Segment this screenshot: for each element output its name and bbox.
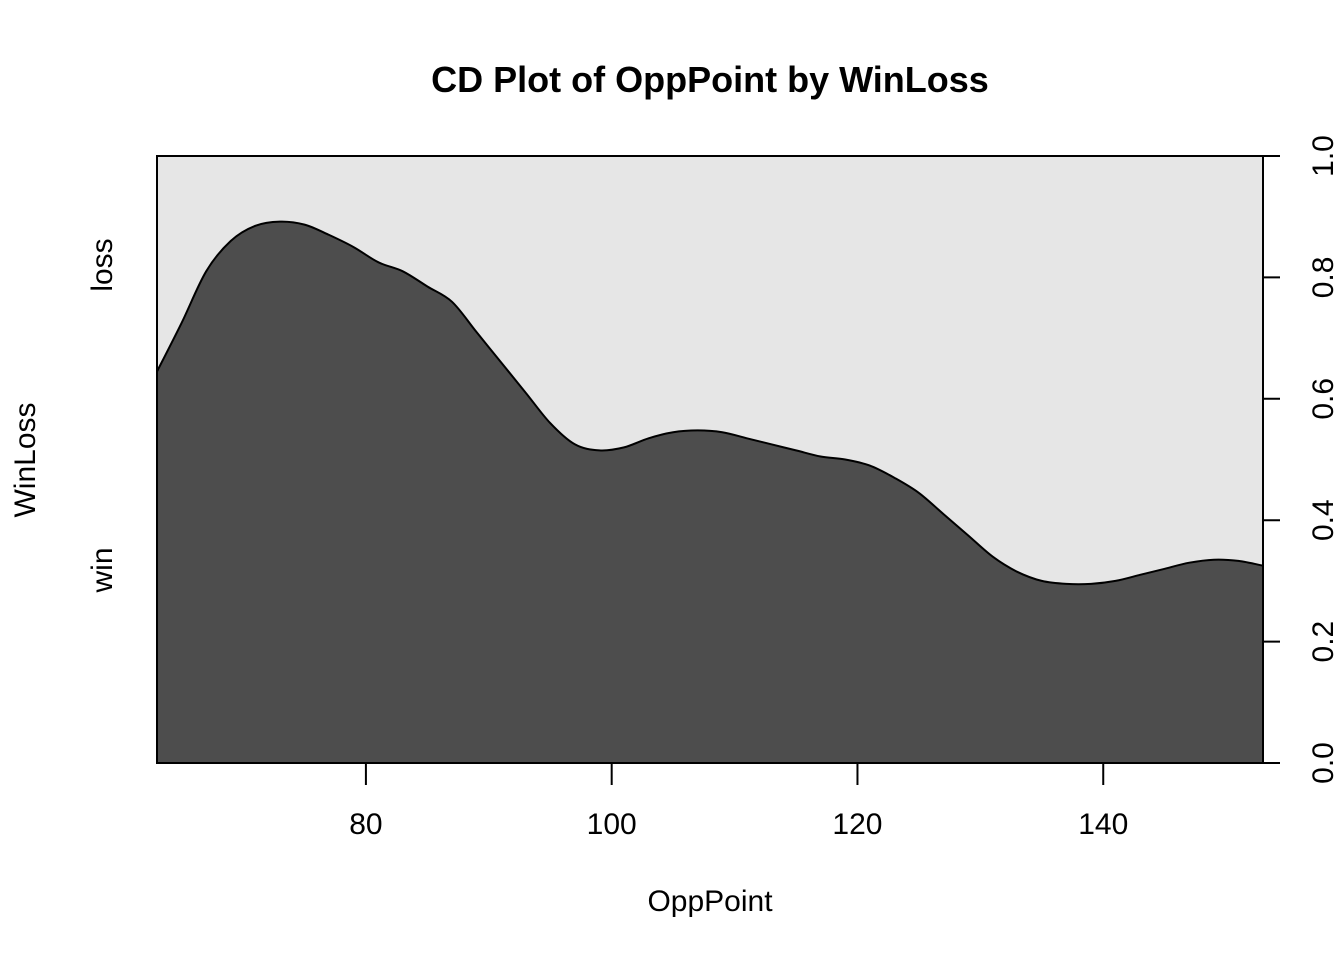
right-tick-label: 0.4	[1307, 499, 1340, 541]
right-tick-label: 0.6	[1307, 378, 1340, 420]
x-tick-label: 80	[349, 808, 382, 841]
right-tick-label: 0.0	[1307, 742, 1340, 784]
density-boundary-line	[156, 220, 1264, 586]
x-axis: 80 100 120 140	[349, 763, 1128, 841]
chart-title: CD Plot of OppPoint by WinLoss	[431, 59, 989, 100]
right-tick-label: 0.2	[1307, 621, 1340, 663]
x-tick-label: 140	[1078, 808, 1128, 841]
x-axis-label: OppPoint	[647, 885, 773, 918]
x-tick-label: 120	[832, 808, 882, 841]
x-tick-label: 100	[587, 808, 637, 841]
win-area	[157, 221, 1263, 763]
category-label-win: win	[86, 547, 119, 593]
y-axis-label: WinLoss	[9, 402, 42, 517]
category-label-loss: loss	[86, 238, 119, 291]
right-tick-label: 1.0	[1307, 135, 1340, 177]
right-tick-label: 0.8	[1307, 257, 1340, 299]
right-axis: 0.0 0.2 0.4 0.6 0.8 1.0	[1262, 135, 1340, 784]
